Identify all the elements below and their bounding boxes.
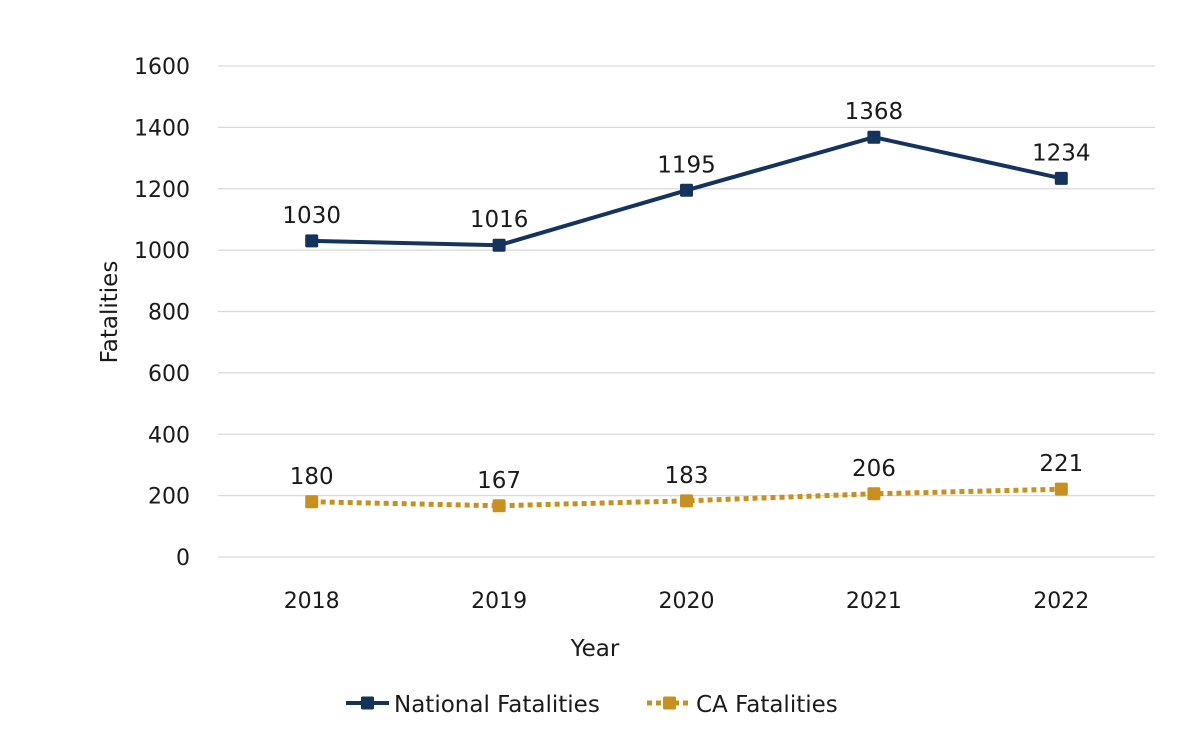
data-label: 1016 [470, 207, 529, 233]
y-tick-label: 200 [148, 485, 190, 510]
y-tick-label: 1000 [134, 239, 190, 264]
data-label: 167 [477, 468, 521, 494]
legend-marker-swatch [663, 696, 676, 710]
x-tick-label: 2018 [284, 589, 340, 614]
x-tick-label: 2021 [846, 589, 902, 614]
y-tick-label: 0 [176, 546, 190, 571]
x-tick-label: 2019 [471, 589, 527, 614]
data-point-marker [305, 495, 319, 509]
x-tick-label: 2022 [1033, 589, 1089, 614]
x-axis-ticks: 2018 2019 2020 2021 2022 [284, 589, 1090, 614]
y-tick-label: 600 [148, 362, 190, 387]
data-label: 1195 [657, 152, 716, 178]
data-point-marker [680, 183, 693, 197]
data-point-marker [1054, 171, 1068, 185]
data-labels: 1030 1016 1195 1368 1234 180 167 183 206 221 [282, 99, 1090, 494]
data-label: 180 [290, 464, 334, 490]
data-point-marker [680, 494, 693, 508]
y-axis-title: Fatalities [97, 261, 123, 364]
data-label: 221 [1039, 451, 1083, 477]
data-point-marker [492, 238, 506, 252]
data-label: 206 [852, 456, 896, 482]
y-tick-label: 1200 [134, 178, 190, 203]
legend-marker-swatch [361, 696, 374, 710]
y-tick-label: 400 [148, 423, 190, 448]
data-point-marker [1054, 482, 1068, 496]
series-group [305, 130, 1068, 513]
y-tick-label: 1600 [134, 55, 190, 80]
y-tick-label: 1400 [134, 116, 190, 141]
legend-label: CA Fatalities [696, 692, 838, 718]
data-point-marker [867, 130, 881, 144]
y-tick-label: 800 [148, 301, 190, 326]
data-label: 1030 [282, 203, 341, 229]
data-label: 183 [665, 463, 709, 489]
data-point-marker [492, 499, 506, 513]
data-label: 1368 [845, 99, 904, 125]
legend: National Fatalities CA Fatalities [346, 692, 838, 718]
data-label: 1234 [1032, 140, 1091, 166]
data-point-marker [305, 234, 319, 248]
x-tick-label: 2020 [659, 589, 715, 614]
x-axis-title: Year [570, 636, 620, 662]
gridlines [218, 65, 1155, 558]
series-line-1 [311, 486, 1062, 509]
data-point-marker [867, 487, 881, 501]
legend-label: National Fatalities [394, 692, 600, 718]
y-axis-ticks: 0 200 400 600 800 1000 1200 1400 1600 [134, 55, 190, 571]
